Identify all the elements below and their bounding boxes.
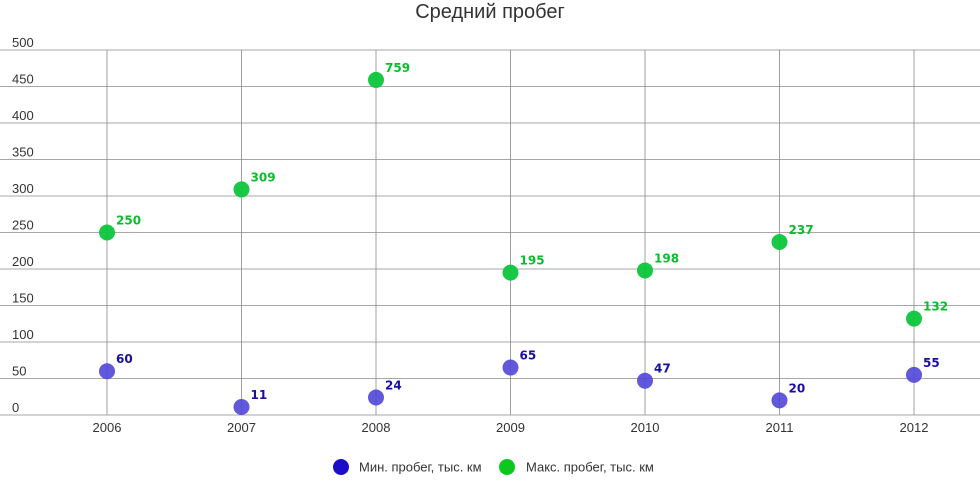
series-1-point — [637, 262, 653, 279]
y-tick-label: 150 — [12, 291, 34, 306]
x-axis-ticks: 2006 2007 2008 2009 2010 2011 2012 — [93, 420, 929, 435]
y-tick-label: 500 — [12, 35, 34, 50]
series-0-data-label: 11 — [251, 388, 268, 402]
series-1-data-label: 309 — [251, 170, 276, 184]
x-tick-label: 2006 — [93, 420, 122, 435]
series-1-data-label: 237 — [789, 223, 814, 237]
series-1-data-label: 198 — [654, 251, 679, 265]
series-0-data-label: 60 — [116, 352, 133, 366]
legend-label-0: Мин. пробег, тыс. км — [359, 460, 482, 475]
series-0-data-label: 20 — [789, 381, 806, 395]
series-0-data-label: 65 — [520, 349, 537, 363]
series-0-data-label: 55 — [923, 356, 940, 370]
x-tick-label: 2010 — [631, 420, 660, 435]
series-1-point — [771, 233, 788, 250]
y-tick-label: 250 — [12, 218, 34, 233]
legend-marker-0 — [333, 459, 349, 475]
x-tick-label: 2012 — [900, 420, 929, 435]
data-labels: 60 11 24 65 47 20 55 250 309 759 195 198 237 132 — [116, 61, 948, 402]
chart-title: Средний пробег — [415, 1, 565, 23]
y-axis-ticks: 0 50 100 150 200 250 300 350 400 450 500 — [12, 35, 34, 415]
series-0-point — [99, 363, 115, 380]
series-1-data-label: 132 — [923, 300, 948, 314]
y-tick-label: 350 — [12, 145, 34, 160]
series-0-data-label: 47 — [654, 362, 671, 376]
series-0-point — [771, 392, 788, 409]
y-tick-label: 50 — [12, 364, 26, 379]
series-0-point — [368, 389, 384, 406]
series-0-point — [502, 359, 519, 376]
series-0-point — [637, 372, 653, 389]
x-tick-label: 2007 — [227, 420, 256, 435]
series-1-data-label: 759 — [385, 61, 410, 75]
series-1-data-label: 195 — [520, 254, 545, 268]
series-1-point — [906, 310, 922, 327]
series-1-point — [233, 181, 250, 198]
y-tick-label: 300 — [12, 181, 34, 196]
x-tick-label: 2008 — [362, 420, 391, 435]
legend-marker-1 — [499, 459, 515, 475]
y-tick-label: 200 — [12, 254, 34, 269]
series-1-point — [368, 71, 384, 88]
series-0-point — [906, 366, 922, 383]
series-1-data-label: 250 — [116, 214, 141, 228]
legend: Мин. пробег, тыс. км Макс. пробег, тыс. к… — [333, 459, 654, 475]
x-tick-label: 2009 — [496, 420, 525, 435]
x-tick-label: 2011 — [766, 420, 794, 435]
legend-label-1: Макс. пробег, тыс. км — [526, 460, 654, 475]
series-1-point — [502, 264, 519, 281]
series-0-data-label: 24 — [385, 378, 402, 392]
y-tick-label: 400 — [12, 108, 34, 123]
y-tick-label: 0 — [12, 400, 19, 415]
y-tick-label: 450 — [12, 72, 34, 87]
grid — [0, 49, 980, 416]
series-1-point — [99, 224, 115, 241]
data-points — [99, 71, 922, 415]
series-0-point — [233, 398, 250, 415]
y-tick-label: 100 — [12, 327, 34, 342]
